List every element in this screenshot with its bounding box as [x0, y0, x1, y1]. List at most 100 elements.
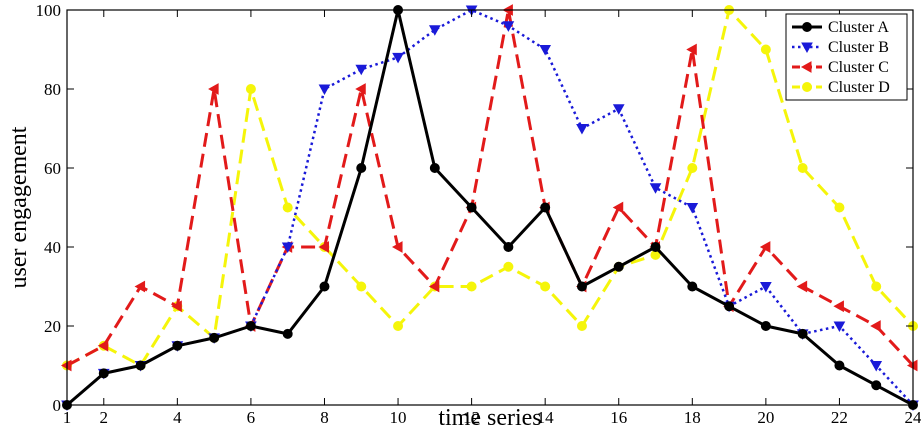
- series-2-point-23: [870, 361, 883, 372]
- series-4-point-20: [760, 44, 771, 55]
- series-2-point-17: [649, 183, 662, 194]
- legend-item-3: Cluster C: [792, 59, 889, 76]
- plot-area: [60, 4, 919, 412]
- series-1-point-21: [797, 328, 808, 339]
- y-tick-label-4: 60: [44, 159, 61, 178]
- legend-swatch-marker-3: [800, 61, 812, 73]
- series-1-point-19: [724, 301, 735, 312]
- series-4-point-12: [466, 281, 477, 292]
- legend-label-1: Cluster A: [828, 19, 889, 36]
- y-axis-title: user engagement: [6, 126, 32, 288]
- series-1-line: [66, 8, 914, 407]
- series-3-point-18: [686, 43, 697, 56]
- series-2-point-13: [502, 21, 515, 32]
- series-2-point-14: [539, 45, 552, 56]
- series-1-point-9: [356, 163, 367, 173]
- y-tick-label-3: 40: [44, 238, 61, 257]
- series-4-point-14: [540, 281, 551, 292]
- x-tick-label-3: 4: [173, 408, 182, 427]
- legend-swatch-marker-2: [801, 42, 813, 54]
- legend-item-4: Cluster D: [792, 79, 890, 96]
- series-1-point-17: [650, 242, 661, 252]
- y-tick-label-6: 100: [36, 1, 62, 20]
- series-2-point-10: [392, 52, 404, 64]
- x-tick-label-4: 6: [247, 408, 256, 427]
- series-4-point-22: [834, 202, 845, 213]
- series-4-point-13: [503, 261, 514, 272]
- series-4-point-9: [356, 281, 367, 292]
- series-1-point-5: [209, 332, 220, 343]
- legend-label-4: Cluster D: [828, 79, 890, 96]
- series-3-point-2: [97, 339, 109, 352]
- x-tick-label-1: 1: [63, 408, 72, 427]
- y-tick-label-5: 80: [44, 80, 61, 99]
- series-3-point-11: [428, 280, 440, 293]
- series-4-point-21: [797, 163, 808, 173]
- legend-item-2: Cluster B: [792, 39, 889, 56]
- series-1-point-23: [871, 380, 882, 391]
- x-tick-label-11: 20: [757, 408, 774, 427]
- series-4-point-6: [245, 84, 256, 94]
- series-3-point-9: [355, 83, 366, 95]
- legend-item-1: Cluster A: [792, 19, 889, 36]
- series-1-point-13: [503, 242, 514, 252]
- x-tick-label-13: 24: [905, 408, 921, 427]
- x-tick-label-10: 18: [684, 408, 701, 427]
- series-2-point-20: [760, 282, 772, 293]
- series-1-point-8: [319, 281, 330, 292]
- series-1-point-12: [466, 202, 477, 213]
- axes-frame: [66, 9, 914, 406]
- series-1-point-15: [576, 281, 587, 292]
- series-3-point-5: [208, 83, 219, 95]
- legend-label-2: Cluster B: [828, 39, 889, 56]
- series-1-point-7: [282, 328, 293, 339]
- series-2-point-11: [428, 25, 441, 36]
- series-4-point-23: [871, 281, 882, 292]
- series-3-point-3: [134, 280, 146, 293]
- x-tick-label-9: 16: [610, 408, 627, 427]
- series-3-point-4: [171, 300, 182, 313]
- y-tick-label-2: 20: [44, 317, 61, 336]
- series-3-point-16: [612, 201, 624, 214]
- series-3-point-10: [392, 241, 403, 253]
- series-3-point-22: [833, 300, 844, 313]
- series-4-point-10: [393, 321, 404, 331]
- series-1-point-14: [540, 202, 551, 213]
- series-4-point-18: [687, 163, 698, 173]
- series-2-point-15: [576, 124, 588, 135]
- x-tick-label-5: 8: [320, 408, 329, 427]
- series-4-point-15: [576, 321, 587, 331]
- series-2-point-22: [833, 321, 846, 333]
- x-tick-label-7: 12: [463, 408, 480, 427]
- legend-swatch-marker-1: [802, 22, 812, 32]
- series-2-point-7: [281, 242, 294, 254]
- series-3-point-8: [318, 241, 329, 253]
- legend-swatch-marker-4: [802, 82, 812, 92]
- series-3-point-21: [796, 280, 808, 293]
- y-tick-label-1: 0: [53, 396, 62, 415]
- series-3-point-23: [870, 320, 881, 332]
- series-1-point-6: [245, 321, 256, 331]
- series-4-point-7: [282, 202, 293, 213]
- series-1-point-11: [429, 163, 440, 173]
- series-1-point-16: [613, 261, 624, 272]
- x-axis-title: time series: [438, 405, 541, 430]
- series-1-point-4: [172, 340, 183, 351]
- series-4-line: [66, 8, 915, 367]
- x-tick-label-8: 14: [537, 408, 555, 427]
- series-2-point-18: [686, 203, 699, 214]
- x-tick-label-6: 10: [390, 408, 407, 427]
- series-1-point-18: [687, 281, 698, 292]
- series-1-point-3: [135, 360, 146, 371]
- series-3-line: [66, 8, 915, 367]
- series-3-point-20: [759, 241, 771, 253]
- series-1-point-2: [98, 368, 109, 379]
- series-1-point-22: [834, 360, 845, 371]
- series-1-point-20: [760, 321, 771, 331]
- x-tick-label-12: 22: [831, 408, 848, 427]
- x-tick-label-2: 2: [100, 408, 109, 427]
- legend: Cluster A Cluster B Cluster C Cluster D: [785, 13, 908, 101]
- legend-label-3: Cluster C: [828, 59, 889, 76]
